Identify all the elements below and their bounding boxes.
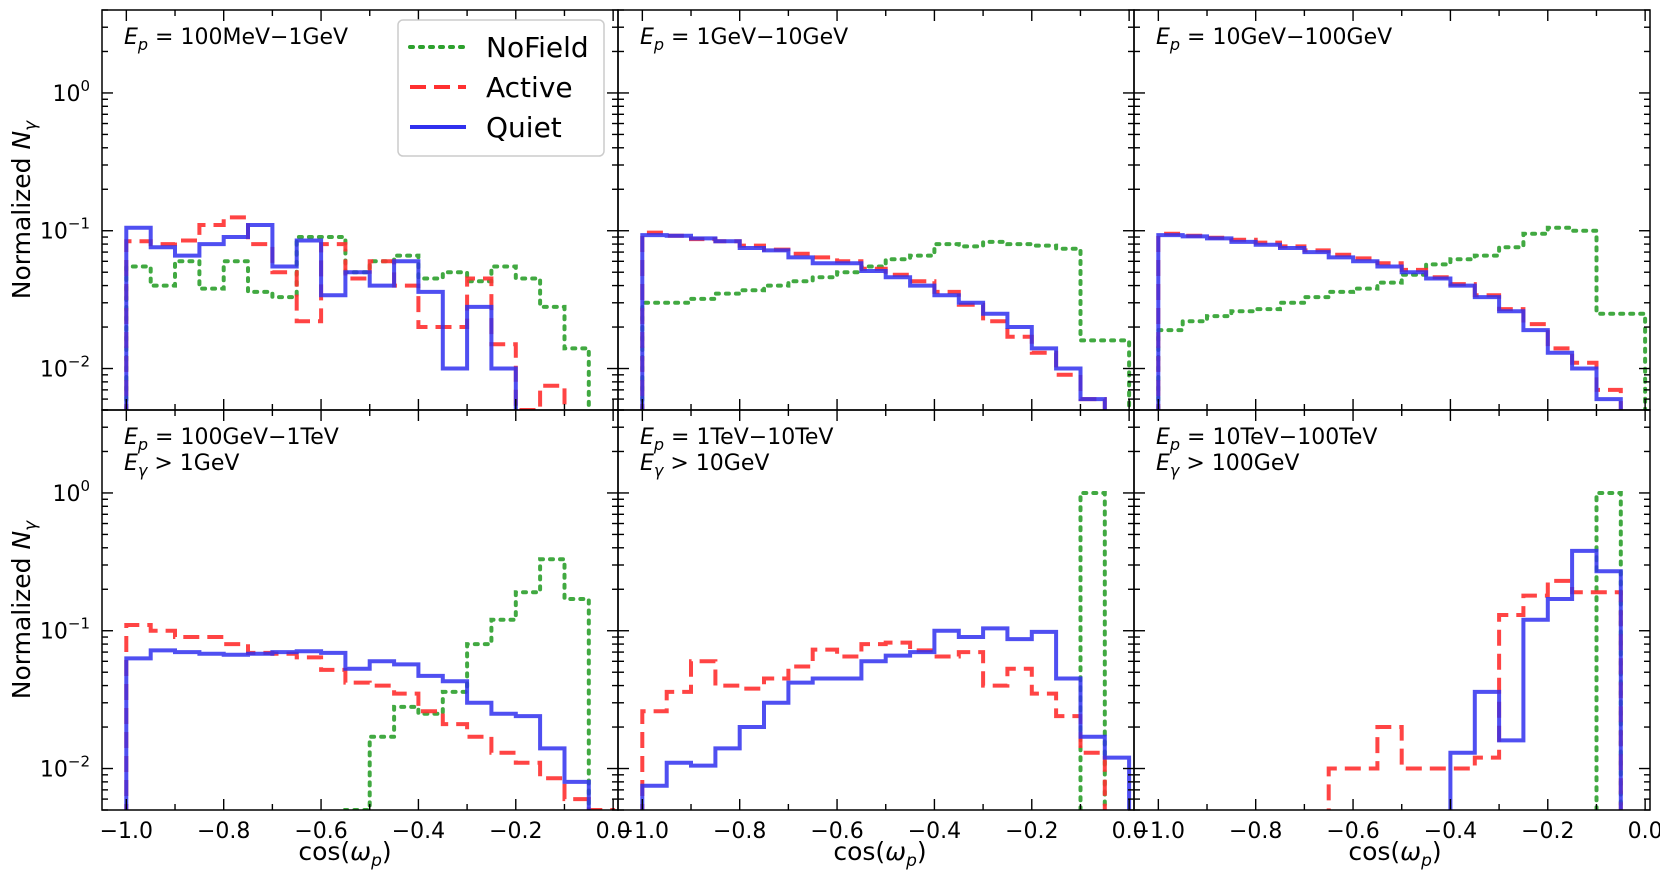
y-tick-label: 10−2 (40, 353, 90, 383)
panel-4: −1.0 −0.8 −0.6 −0.4 −0.2 0.0 10−2 10−1 100 Ep = 1… (40, 409, 631, 844)
ticks (618, 409, 1134, 811)
x-tick-label: −1.0 (1132, 819, 1185, 844)
y-tick-label: 10−1 (40, 615, 90, 645)
series-nofield-line (640, 239, 1132, 410)
panels-group: 10−2 10−1 100 Ep = 100MeV−1GeV Ep = 1GeV−10G… (40, 9, 1660, 844)
x-tick-label: −1.0 (616, 819, 669, 844)
y-tick-label: 10−1 (40, 215, 90, 245)
series-group (1156, 225, 1648, 410)
series-nofield-line (1594, 491, 1623, 810)
panel-1: 10−2 10−1 100 Ep = 100MeV−1GeV (40, 9, 619, 411)
legend-label-nofield: NoField (486, 31, 589, 64)
y-tick-label: 100 (52, 77, 90, 107)
series-active-line (124, 215, 567, 410)
x-tick-label: −0.2 (1005, 819, 1058, 844)
panel-5: −1.0 −0.8 −0.6 −0.4 −0.2 0.0 Ep = 1TeV−10TeVEγ… (616, 409, 1147, 844)
x-tick-label: 0.0 (1112, 819, 1147, 844)
ticks (1134, 409, 1650, 811)
panel-title: Ep = 1GeV−10GeV (640, 25, 848, 54)
legend-label-quiet: Quiet (486, 111, 562, 144)
x-tick-label: −0.4 (1424, 819, 1477, 844)
series-quiet-line (124, 223, 518, 410)
panel-2: Ep = 1GeV−10GeV (617, 9, 1135, 411)
series-quiet-line (124, 648, 591, 810)
series-group (124, 557, 616, 810)
x-tick-label: −0.2 (489, 819, 542, 844)
panel-subtitle: Eγ > 100GeV (1156, 451, 1299, 480)
y-axis-label-bottom: Normalized Nγ (7, 520, 41, 699)
series-quiet-line (640, 626, 1132, 810)
x-tick-label: −0.4 (908, 819, 961, 844)
series-quiet-line (1448, 548, 1623, 810)
x-tick-label: −0.4 (392, 819, 445, 844)
series-nofield-line (124, 235, 591, 410)
y-axis-labels: Normalized Nγ Normalized Nγ (7, 120, 41, 699)
panel-3: Ep = 10GeV−100GeV (1133, 9, 1651, 411)
y-tick-label: 100 (52, 477, 90, 507)
x-axis-label-1: cos(ωp) (298, 837, 391, 871)
legend: NoField Active Quiet (397, 19, 605, 157)
ticks (618, 9, 1134, 411)
legend-label-active: Active (486, 71, 573, 104)
x-tick-label: −0.6 (294, 819, 347, 844)
y-tick-label: 10−2 (40, 753, 90, 783)
x-tick-label: −0.6 (1326, 819, 1379, 844)
panel-title: Ep = 100GeV−1TeV (124, 425, 339, 454)
axes-frame (1133, 9, 1651, 411)
x-tick-label: 0.0 (1628, 819, 1660, 844)
x-tick-label: −0.8 (713, 819, 766, 844)
axes-frame (1133, 409, 1651, 811)
y-axis-label-top: Normalized Nγ (7, 120, 41, 299)
series-group (1326, 491, 1623, 810)
series-quiet-line (640, 233, 1107, 410)
panel-subtitle: Eγ > 1GeV (124, 451, 239, 480)
panel-title: Ep = 10TeV−100TeV (1156, 425, 1377, 454)
ticks (102, 9, 618, 411)
x-tick-label: −0.8 (197, 819, 250, 844)
series-group (640, 491, 1132, 810)
series-nofield-line (343, 557, 591, 810)
ticks (1134, 9, 1650, 411)
series-group (640, 230, 1132, 410)
panel-6: −1.0 −0.8 −0.6 −0.4 −0.2 0.0 Ep = 10TeV−100TeV… (1132, 409, 1660, 844)
panel-subtitle: Eγ > 10GeV (640, 451, 769, 480)
x-tick-label: −0.6 (810, 819, 863, 844)
series-active-line (1326, 578, 1623, 810)
ticks (102, 409, 618, 811)
panel-title: Ep = 1TeV−10TeV (640, 425, 833, 454)
panel-title: Ep = 100MeV−1GeV (124, 25, 348, 54)
x-tick-label: −0.2 (1521, 819, 1574, 844)
series-quiet-line (1156, 233, 1623, 410)
series-active-line (124, 623, 616, 810)
x-tick-label: 0.0 (596, 819, 631, 844)
legend-box (397, 19, 605, 157)
series-nofield-line (1156, 225, 1648, 410)
series-active-line (1156, 231, 1623, 410)
series-group (124, 215, 591, 410)
panel-title: Ep = 10GeV−100GeV (1156, 25, 1392, 54)
x-tick-label: −0.8 (1229, 819, 1282, 844)
series-active-line (640, 640, 1107, 810)
x-tick-label: −1.0 (100, 819, 153, 844)
